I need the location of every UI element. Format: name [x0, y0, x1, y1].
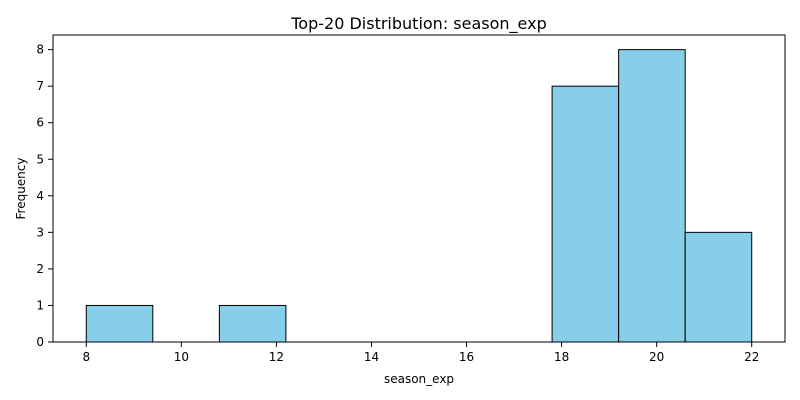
plot-frame [52, 34, 786, 343]
y-tick-label-5: 5 [36, 152, 44, 166]
y-tick-label-4: 4 [36, 189, 44, 203]
x-axis-label: season_exp [384, 372, 454, 386]
x-tick-label-6: 20 [649, 350, 664, 364]
histogram-bar-8 [618, 49, 686, 343]
y-tick-label-8: 8 [36, 43, 44, 57]
y-axis-label: Frequency [14, 158, 28, 220]
x-tick-label-1: 10 [174, 350, 189, 364]
x-tick-label-5: 18 [554, 350, 569, 364]
plot-area [52, 34, 786, 343]
bars-layer [85, 49, 753, 343]
x-tick-label-7: 22 [744, 350, 759, 364]
y-tick-label-2: 2 [36, 262, 44, 276]
x-tick-label-0: 8 [82, 350, 90, 364]
y-tick-label-7: 7 [36, 79, 44, 93]
histogram-bar-0 [85, 304, 154, 343]
histogram-bar-7 [551, 85, 620, 343]
y-tick-label-3: 3 [36, 225, 44, 239]
x-tick-label-3: 14 [364, 350, 379, 364]
histogram-bar-9 [684, 231, 753, 343]
x-tick-label-2: 12 [269, 350, 284, 364]
y-axis: 0 1 2 3 4 5 6 7 8 [36, 43, 53, 349]
x-axis: 8 10 12 14 16 18 20 22 [82, 342, 759, 364]
y-tick-label-0: 0 [36, 335, 44, 349]
x-tick-label-4: 16 [459, 350, 474, 364]
y-tick-label-1: 1 [36, 298, 44, 312]
y-tick-label-6: 6 [36, 116, 44, 130]
chart-title: Top-20 Distribution: season_exp [290, 14, 546, 34]
histogram-bar-2 [218, 304, 287, 343]
